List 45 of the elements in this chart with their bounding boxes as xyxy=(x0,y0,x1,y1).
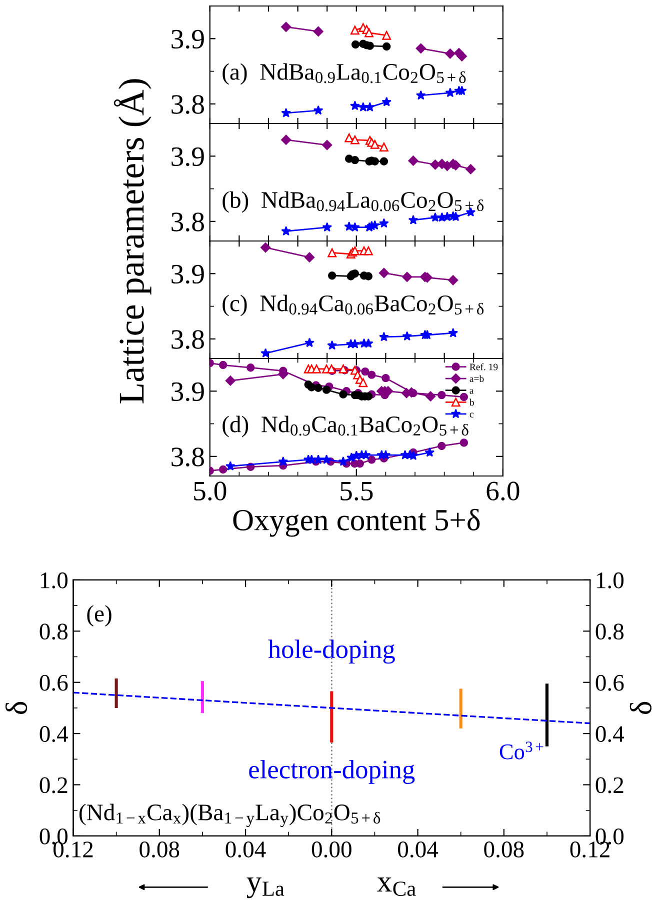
y-tick-label: 3.9 xyxy=(172,147,204,166)
x-tick-label: 5.5 xyxy=(340,482,373,501)
annotation: (c) Nd$_{0.94}$Ca$_{0.06}$BaCo$_{2}$O$_{5+δ}$ xyxy=(222,294,484,316)
y-tick-label: 3.9 xyxy=(172,382,204,402)
x-tick-label: 0.00 xyxy=(312,842,352,858)
y2-tick-label: 0.6 xyxy=(596,674,624,691)
y2-tick-label: 0.8 xyxy=(596,624,624,640)
text: (Nd$_{1−x}$Ca$_{x}$)(Ba$_{1−y}$La$_{y}$)Co$_{2}$O$_{5+δ}$ xyxy=(79,804,380,827)
x-tick-label: 0.04 xyxy=(226,842,266,858)
x-tick-label: 5.0 xyxy=(194,482,226,501)
x-tick-label: 0.08 xyxy=(140,842,180,858)
x-axis-title: Oxygen content 5+δ xyxy=(233,508,480,537)
y-axis-title: Lattice parameters (Å) xyxy=(114,79,152,404)
x-tick-label: 0.08 xyxy=(484,842,524,858)
y-axis-title: δ xyxy=(5,702,28,714)
y2-axis-title: δ xyxy=(630,702,652,714)
y-tick-label: 0.8 xyxy=(40,624,68,640)
annotation: (e) xyxy=(87,605,112,626)
y2-tick-label: 1.0 xyxy=(596,572,624,588)
y-tick-label: 3.8 xyxy=(172,212,204,232)
y-tick-label: 3.8 xyxy=(172,330,204,349)
legend-label: b xyxy=(469,398,474,406)
y-tick-label: 0.6 xyxy=(40,674,68,691)
y-tick-label: 1.0 xyxy=(40,572,68,588)
y2-tick-label: 0.2 xyxy=(596,777,624,794)
series-label: Co$^{3+}$ xyxy=(500,742,544,760)
annotation: (a) NdBa$_{0.9}$La$_{0.1}$Co$_{2}$O$_{5+δ}$ xyxy=(222,63,466,85)
legend-label: a xyxy=(470,389,474,394)
text: y$_{La}$ x$_{Ca}$ xyxy=(246,878,416,898)
y2-tick-label: 0.4 xyxy=(596,726,624,742)
x-tick-label: 6.0 xyxy=(486,482,520,501)
y-tick-label: 0.4 xyxy=(40,726,68,742)
y-tick-label: 3.9 xyxy=(172,30,204,49)
annotation: hole-doping xyxy=(268,640,395,664)
legend-label: Ref. 19 xyxy=(470,363,498,370)
y-tick-label: 3.8 xyxy=(172,95,204,114)
annotation: (d) Nd$_{0.9}$Ca$_{0.1}$BaCo$_{2}$O$_{5+δ}$ xyxy=(222,416,468,438)
annotation: electron-doping xyxy=(249,760,415,784)
y-tick-label: 3.9 xyxy=(172,264,204,284)
y-tick-label: 0.2 xyxy=(40,777,68,794)
legend-label: a=b xyxy=(470,375,484,382)
y-tick-label: 3.8 xyxy=(172,448,204,466)
x-tick-label: 0.04 xyxy=(398,842,438,858)
legend-label: c xyxy=(470,412,474,418)
annotation: (b) NdBa$_{0.94}$La$_{0.06}$Co$_{2}$O$_{5+δ}$ xyxy=(222,191,484,213)
